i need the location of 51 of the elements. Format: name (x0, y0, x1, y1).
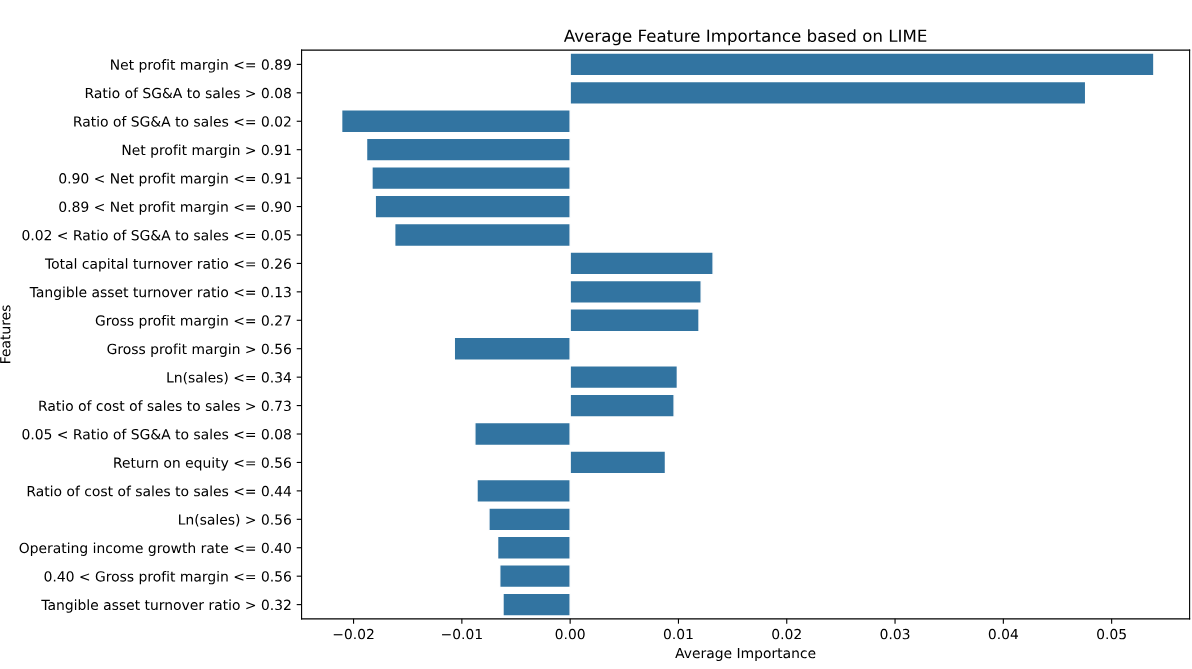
bar (474, 421, 571, 447)
x-tick-label: 0.05 (1097, 628, 1126, 640)
y-tick-label: Ratio of SG&A to sales > 0.08 (85, 87, 291, 99)
bar (569, 365, 679, 390)
x-tick-label: 0.01 (663, 628, 693, 640)
x-axis-title: Average Importance (675, 647, 816, 661)
y-tick-label: Net profit margin > 0.91 (122, 144, 291, 158)
x-tick-label: −0.02 (333, 628, 374, 640)
bar (340, 109, 571, 134)
bar (453, 336, 571, 361)
bar (476, 478, 571, 503)
y-tick-label: 0.40 < Gross profit margin <= 0.56 (44, 570, 291, 585)
bar (496, 535, 571, 560)
x-tick-label: −0.01 (442, 628, 482, 640)
bar (569, 251, 714, 276)
y-tick-label: Ln(sales) <= 0.34 (167, 371, 292, 385)
y-tick-label: Ratio of cost of sales to sales > 0.73 (39, 400, 291, 412)
y-tick-label: Tangible asset turnover ratio <= 0.13 (29, 286, 291, 301)
y-tick-label: Gross profit margin <= 0.27 (95, 315, 291, 329)
bar (371, 166, 571, 191)
bar (569, 80, 1087, 105)
y-tick-label: Gross profit margin > 0.56 (107, 343, 291, 357)
y-tick-label: Net profit margin <= 0.89 (111, 59, 291, 73)
y-tick-label: Tangible asset turnover ratio > 0.32 (41, 599, 291, 613)
bar (499, 564, 571, 589)
x-tick-label: 0.03 (880, 628, 910, 640)
y-tick-label: 0.02 < Ratio of SG&A to sales <= 0.05 (22, 229, 291, 241)
bar (374, 194, 571, 219)
bar (502, 592, 571, 617)
y-tick-label: 0.05 < Ratio of SG&A to sales <= 0.08 (22, 428, 291, 440)
bar (569, 52, 1155, 77)
y-tick-label: Ln(sales) > 0.56 (179, 514, 291, 527)
y-tick-label: Ratio of SG&A to sales <= 0.02 (74, 115, 291, 127)
bar (569, 279, 702, 304)
bar (488, 507, 571, 532)
chart-title: Average Feature Importance based on LIME (563, 29, 927, 46)
y-tick-label: Ratio of cost of sales to sales <= 0.44 (27, 485, 292, 497)
x-tick-label: 0.00 (555, 628, 585, 640)
bar (569, 393, 675, 418)
bar (365, 137, 571, 162)
y-tick-label: Operating income growth rate <= 0.40 (19, 542, 291, 556)
bar (394, 222, 571, 248)
bar (569, 308, 700, 333)
y-axis-title: Features (0, 305, 11, 363)
y-tick-label: 0.90 < Net profit margin <= 0.91 (59, 172, 291, 187)
x-tick-label: 0.02 (772, 628, 801, 640)
y-tick-label: 0.89 < Net profit margin <= 0.90 (59, 201, 291, 215)
x-tick-label: 0.04 (988, 628, 1019, 640)
y-tick-label: Return on equity <= 0.56 (114, 457, 291, 471)
bar (569, 450, 667, 475)
y-tick-label: Total capital turnover ratio <= 0.26 (44, 258, 291, 272)
